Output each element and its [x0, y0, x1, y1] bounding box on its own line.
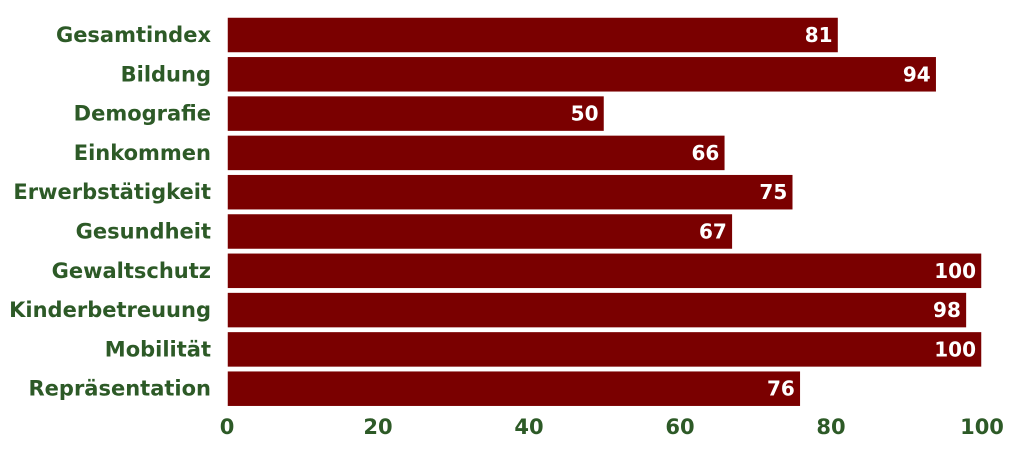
- category-label-gesundheit: Gesundheit: [76, 220, 211, 244]
- category-label-kinderbetreuung: Kinderbetreuung: [9, 298, 211, 322]
- x-tick-label-40: 40: [514, 415, 543, 439]
- bar-repr-sentation: [226, 369, 802, 408]
- category-label-mobilit-t: Mobilität: [105, 337, 211, 361]
- category-label-gewaltschutz: Gewaltschutz: [52, 259, 211, 283]
- x-tick-label-100: 100: [960, 415, 1004, 439]
- bar-mobilit-t: [226, 330, 983, 369]
- category-label-bildung: Bildung: [121, 62, 211, 86]
- bar-erwerbst-tigkeit: [226, 173, 794, 211]
- value-label-kinderbetreuung: 98: [933, 298, 961, 322]
- category-labels-group: Gesamtindex Bildung Demografie Einkommen Erw…: [9, 23, 211, 401]
- bar-einkommen: [226, 134, 727, 172]
- value-label-mobilit-t: 100: [934, 337, 976, 361]
- value-label-gesamtindex: 81: [805, 23, 833, 47]
- bar-gesamtindex: [226, 16, 840, 54]
- bars-group: [226, 16, 983, 408]
- value-label-demografie: 50: [571, 102, 599, 126]
- value-label-erwerbst-tigkeit: 75: [759, 180, 787, 204]
- bar-bildung: [226, 55, 938, 94]
- value-label-repr-sentation: 76: [767, 377, 795, 401]
- category-label-erwerbst-tigkeit: Erwerbstätigkeit: [13, 180, 211, 204]
- x-tick-label-80: 80: [816, 415, 845, 439]
- x-tick-label-0: 0: [220, 415, 235, 439]
- value-label-gesundheit: 67: [699, 220, 727, 244]
- category-label-repr-sentation: Repräsentation: [29, 377, 212, 401]
- category-label-demografie: Demografie: [74, 102, 211, 126]
- value-label-einkommen: 66: [691, 141, 719, 165]
- x-tick-label-20: 20: [363, 415, 392, 439]
- bar-demografie: [226, 94, 606, 133]
- bar-gesundheit: [226, 212, 734, 251]
- bar-kinderbetreuung: [226, 291, 968, 329]
- category-label-gesamtindex: Gesamtindex: [56, 23, 211, 47]
- value-label-bildung: 94: [903, 62, 931, 86]
- value-label-gewaltschutz: 100: [934, 259, 976, 283]
- x-axis-tick-labels: 0 20 40 60 80 100: [220, 415, 1004, 439]
- value-labels-group: 81 94 50 66 75 67 100 98 100 76: [571, 23, 976, 401]
- x-tick-label-60: 60: [665, 415, 694, 439]
- category-label-einkommen: Einkommen: [74, 141, 211, 165]
- bar-gewaltschutz: [226, 252, 983, 290]
